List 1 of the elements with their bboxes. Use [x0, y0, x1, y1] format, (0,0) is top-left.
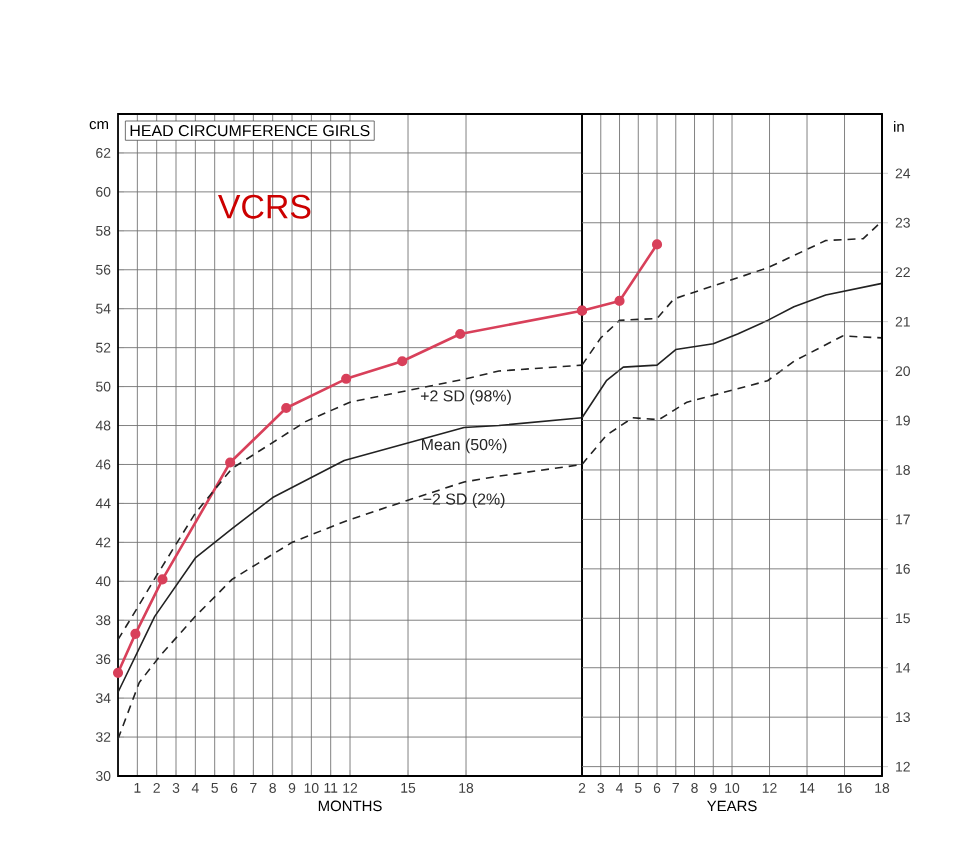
annotation: VCRS	[218, 194, 311, 219]
